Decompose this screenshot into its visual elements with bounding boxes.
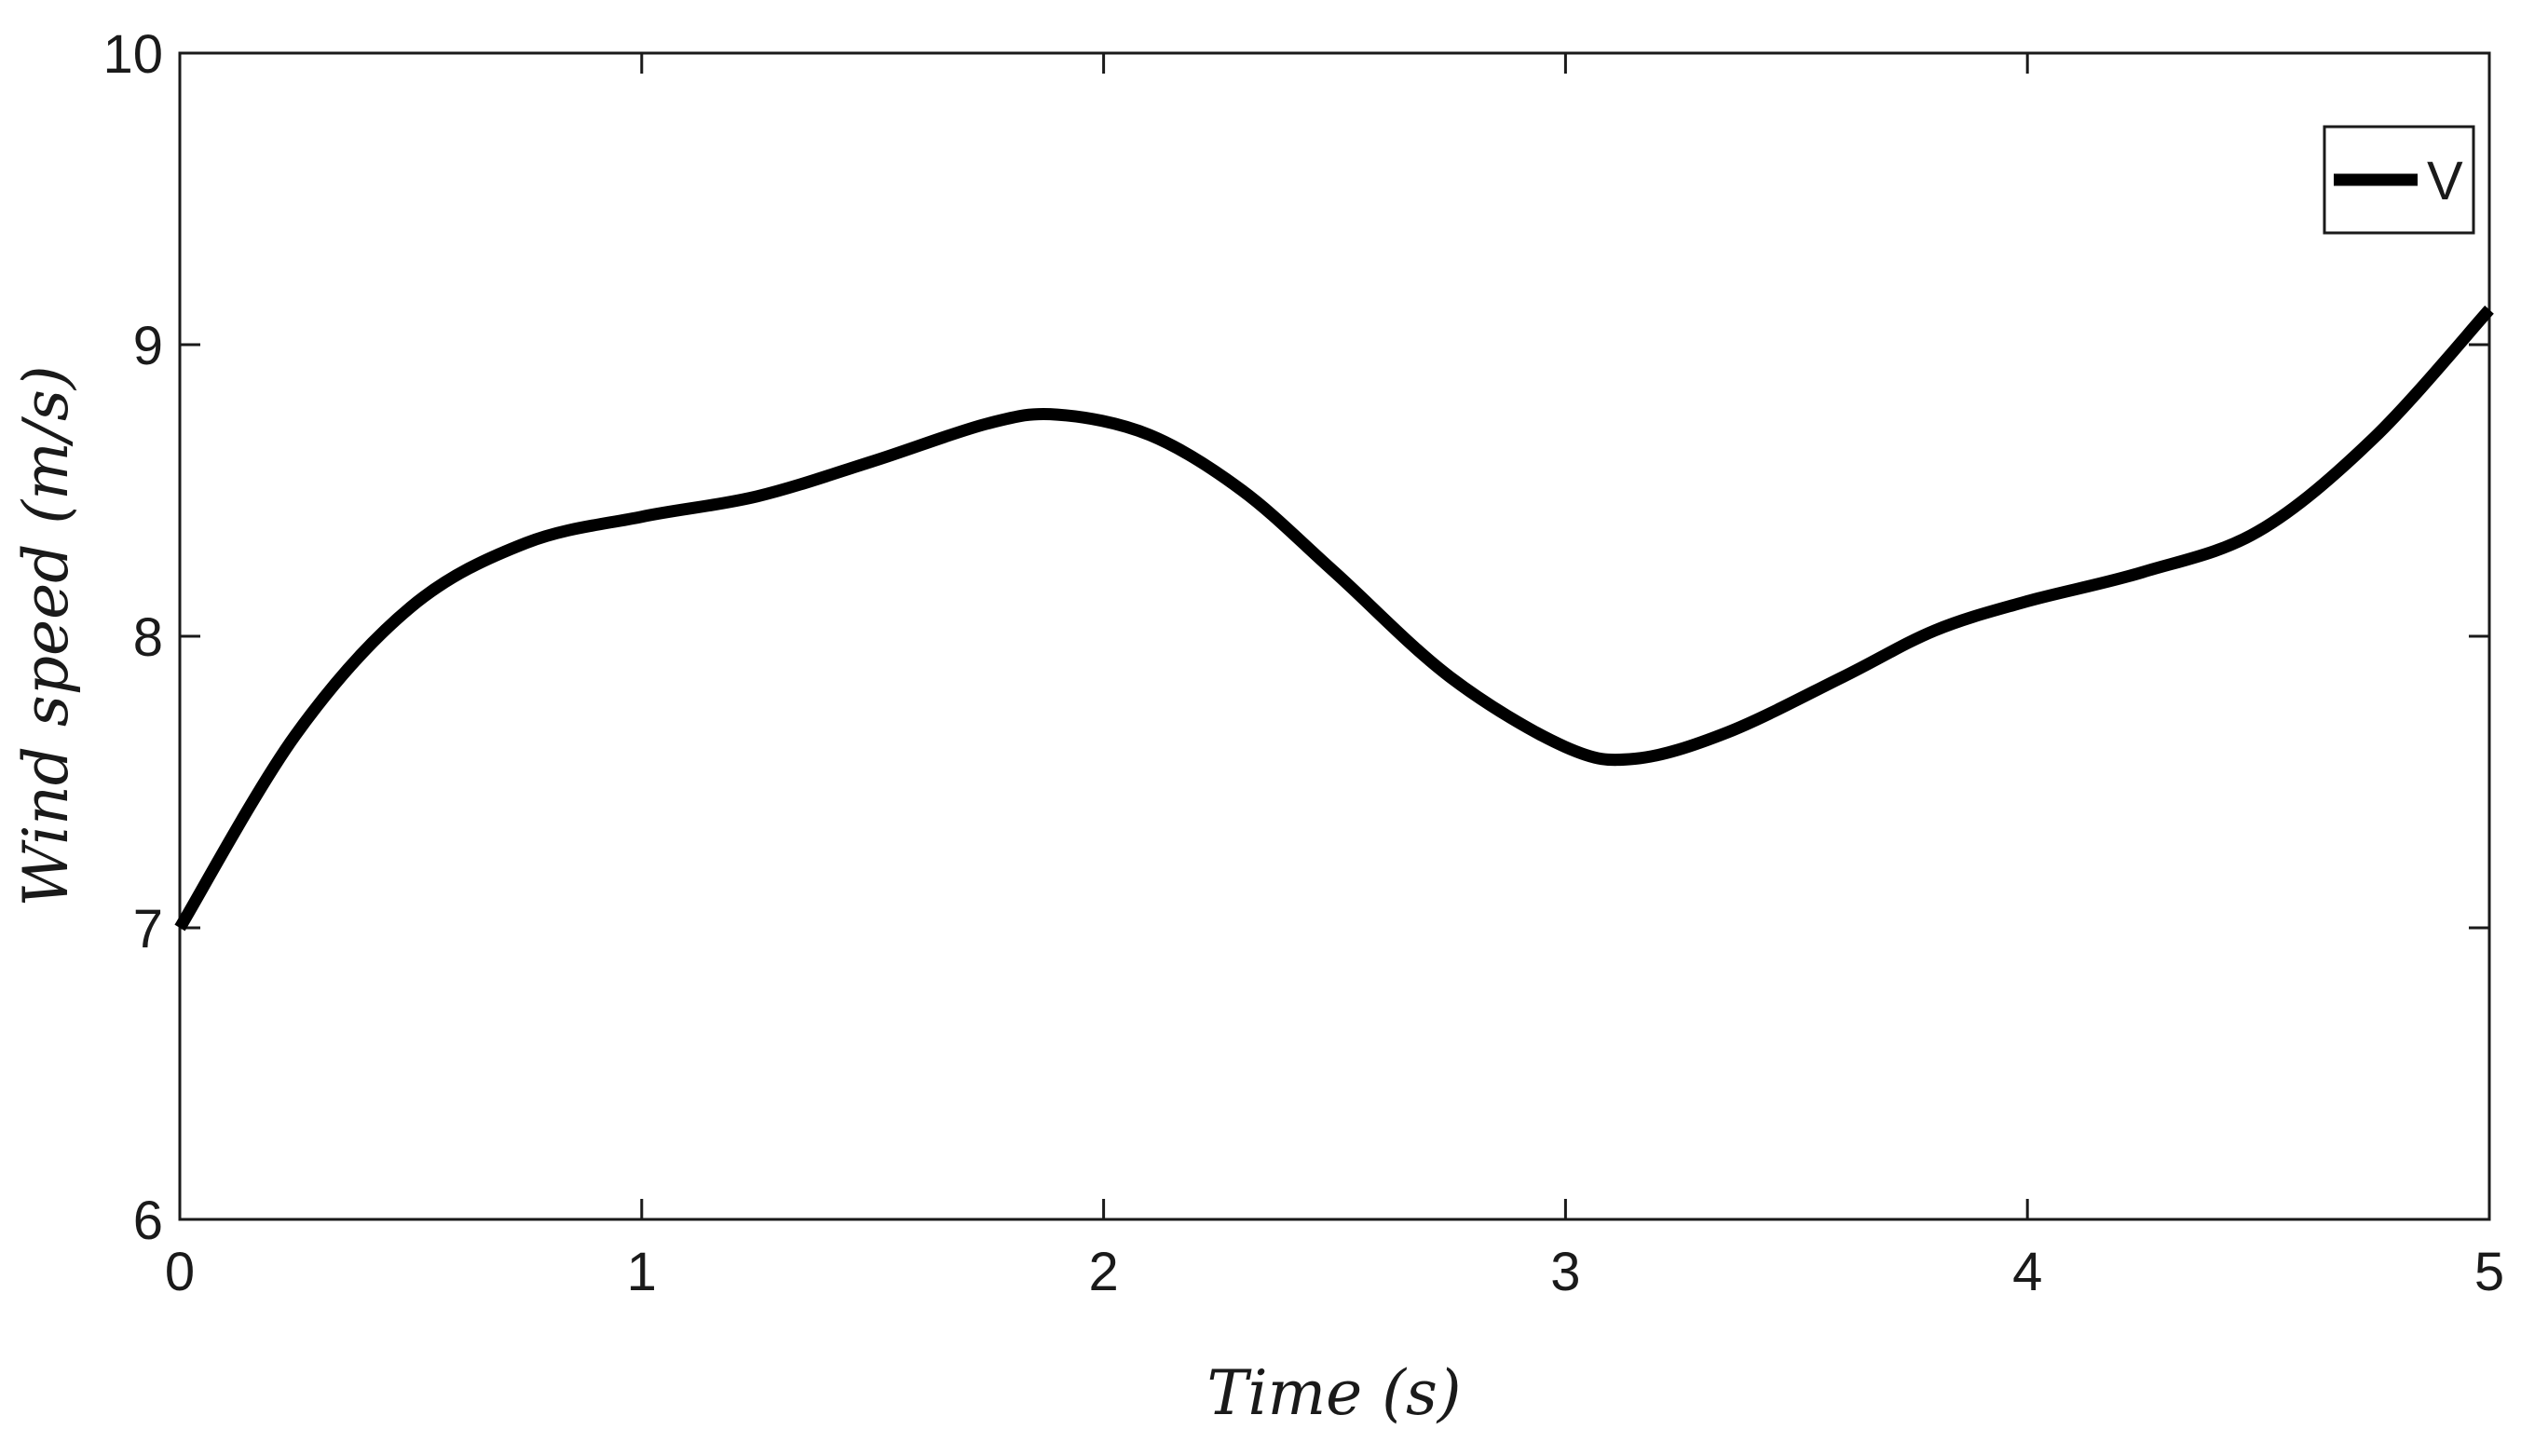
y-tick-label: 7 [133,899,163,959]
plot-area [178,51,2491,1221]
x-tick-label: 2 [1088,1242,1118,1302]
x-tick-label: 4 [2012,1242,2042,1302]
y-tick-label: 8 [133,607,163,668]
x-tick-label: 3 [1550,1242,1580,1302]
y-tick-label: 9 [133,316,163,376]
x-tick-label: 1 [627,1242,657,1302]
x-axis-title: Time (s) [1206,1357,1461,1429]
x-tick-label: 5 [2474,1242,2504,1302]
legend: V [2323,125,2475,235]
y-axis-title: Wind speed (m/s) [10,365,82,906]
legend-label-v: V [2427,151,2463,211]
y-tick-label: 6 [133,1191,163,1251]
y-tick-label: 10 [102,24,163,85]
x-tick-labels: 0 1 2 3 4 5 [165,1242,2504,1302]
x-tick-label: 0 [165,1242,195,1302]
axis-ticks [178,51,2491,1221]
series-line-v [174,306,2494,932]
y-tick-labels: 6 7 8 9 10 [102,24,163,1251]
